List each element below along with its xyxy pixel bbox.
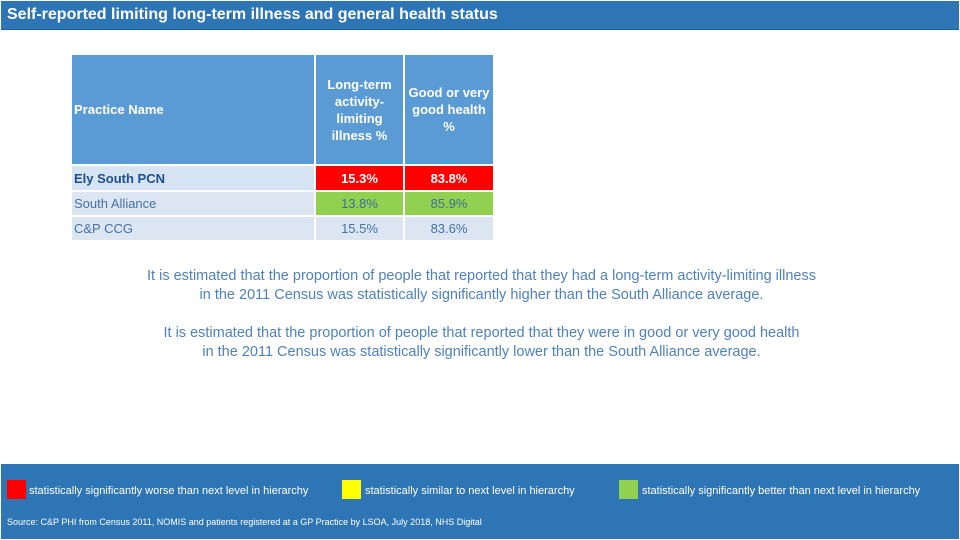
row-good-health-value: 85.9%	[403, 190, 495, 217]
header-good-health: Good or very good health %	[403, 53, 495, 166]
row-good-health-value: 83.8%	[403, 164, 495, 192]
source-note: Source: C&P PHI from Census 2011, NOMIS …	[7, 517, 482, 527]
key-label-better: statistically significantly better than …	[642, 485, 921, 497]
row-limiting-illness-value: 15.3%	[314, 164, 405, 192]
page-title: Self-reported limiting long-term illness…	[7, 6, 498, 23]
key-swatch-similar	[342, 480, 361, 499]
title-bar: Self-reported limiting long-term illness…	[1, 1, 959, 30]
narrative-text: It is estimated that the proportion of p…	[70, 267, 893, 381]
key-label-similar: statistically similar to next level in h…	[365, 485, 575, 497]
header-practice-name: Practice Name	[70, 53, 316, 166]
table-row: South Alliance 13.8% 85.9%	[70, 190, 495, 217]
narrative-paragraph-illness: It is estimated that the proportion of p…	[147, 268, 816, 303]
row-practice-name: Ely South PCN	[70, 164, 316, 192]
key-swatch-worse	[7, 480, 26, 499]
row-practice-name: C&P CCG	[70, 215, 316, 242]
health-status-table: Practice Name Long-term activity- limiti…	[70, 53, 495, 242]
table-row: C&P CCG 15.5% 83.6%	[70, 215, 495, 242]
row-limiting-illness-value: 13.8%	[314, 190, 405, 217]
key-label-worse: statistically significantly worse than n…	[29, 485, 309, 497]
key-swatch-better	[619, 480, 638, 499]
row-good-health-value: 83.6%	[403, 215, 495, 242]
table-header-row: Practice Name Long-term activity- limiti…	[70, 53, 495, 166]
footer-key-panel: statistically significantly worse than n…	[1, 464, 959, 539]
row-limiting-illness-value: 15.5%	[314, 215, 405, 242]
narrative-paragraph-health: It is estimated that the proportion of p…	[163, 325, 800, 360]
row-practice-name: South Alliance	[70, 190, 316, 217]
header-limiting-illness: Long-term activity- limiting illness %	[314, 53, 405, 166]
table-row: Ely South PCN 15.3% 83.8%	[70, 164, 495, 192]
